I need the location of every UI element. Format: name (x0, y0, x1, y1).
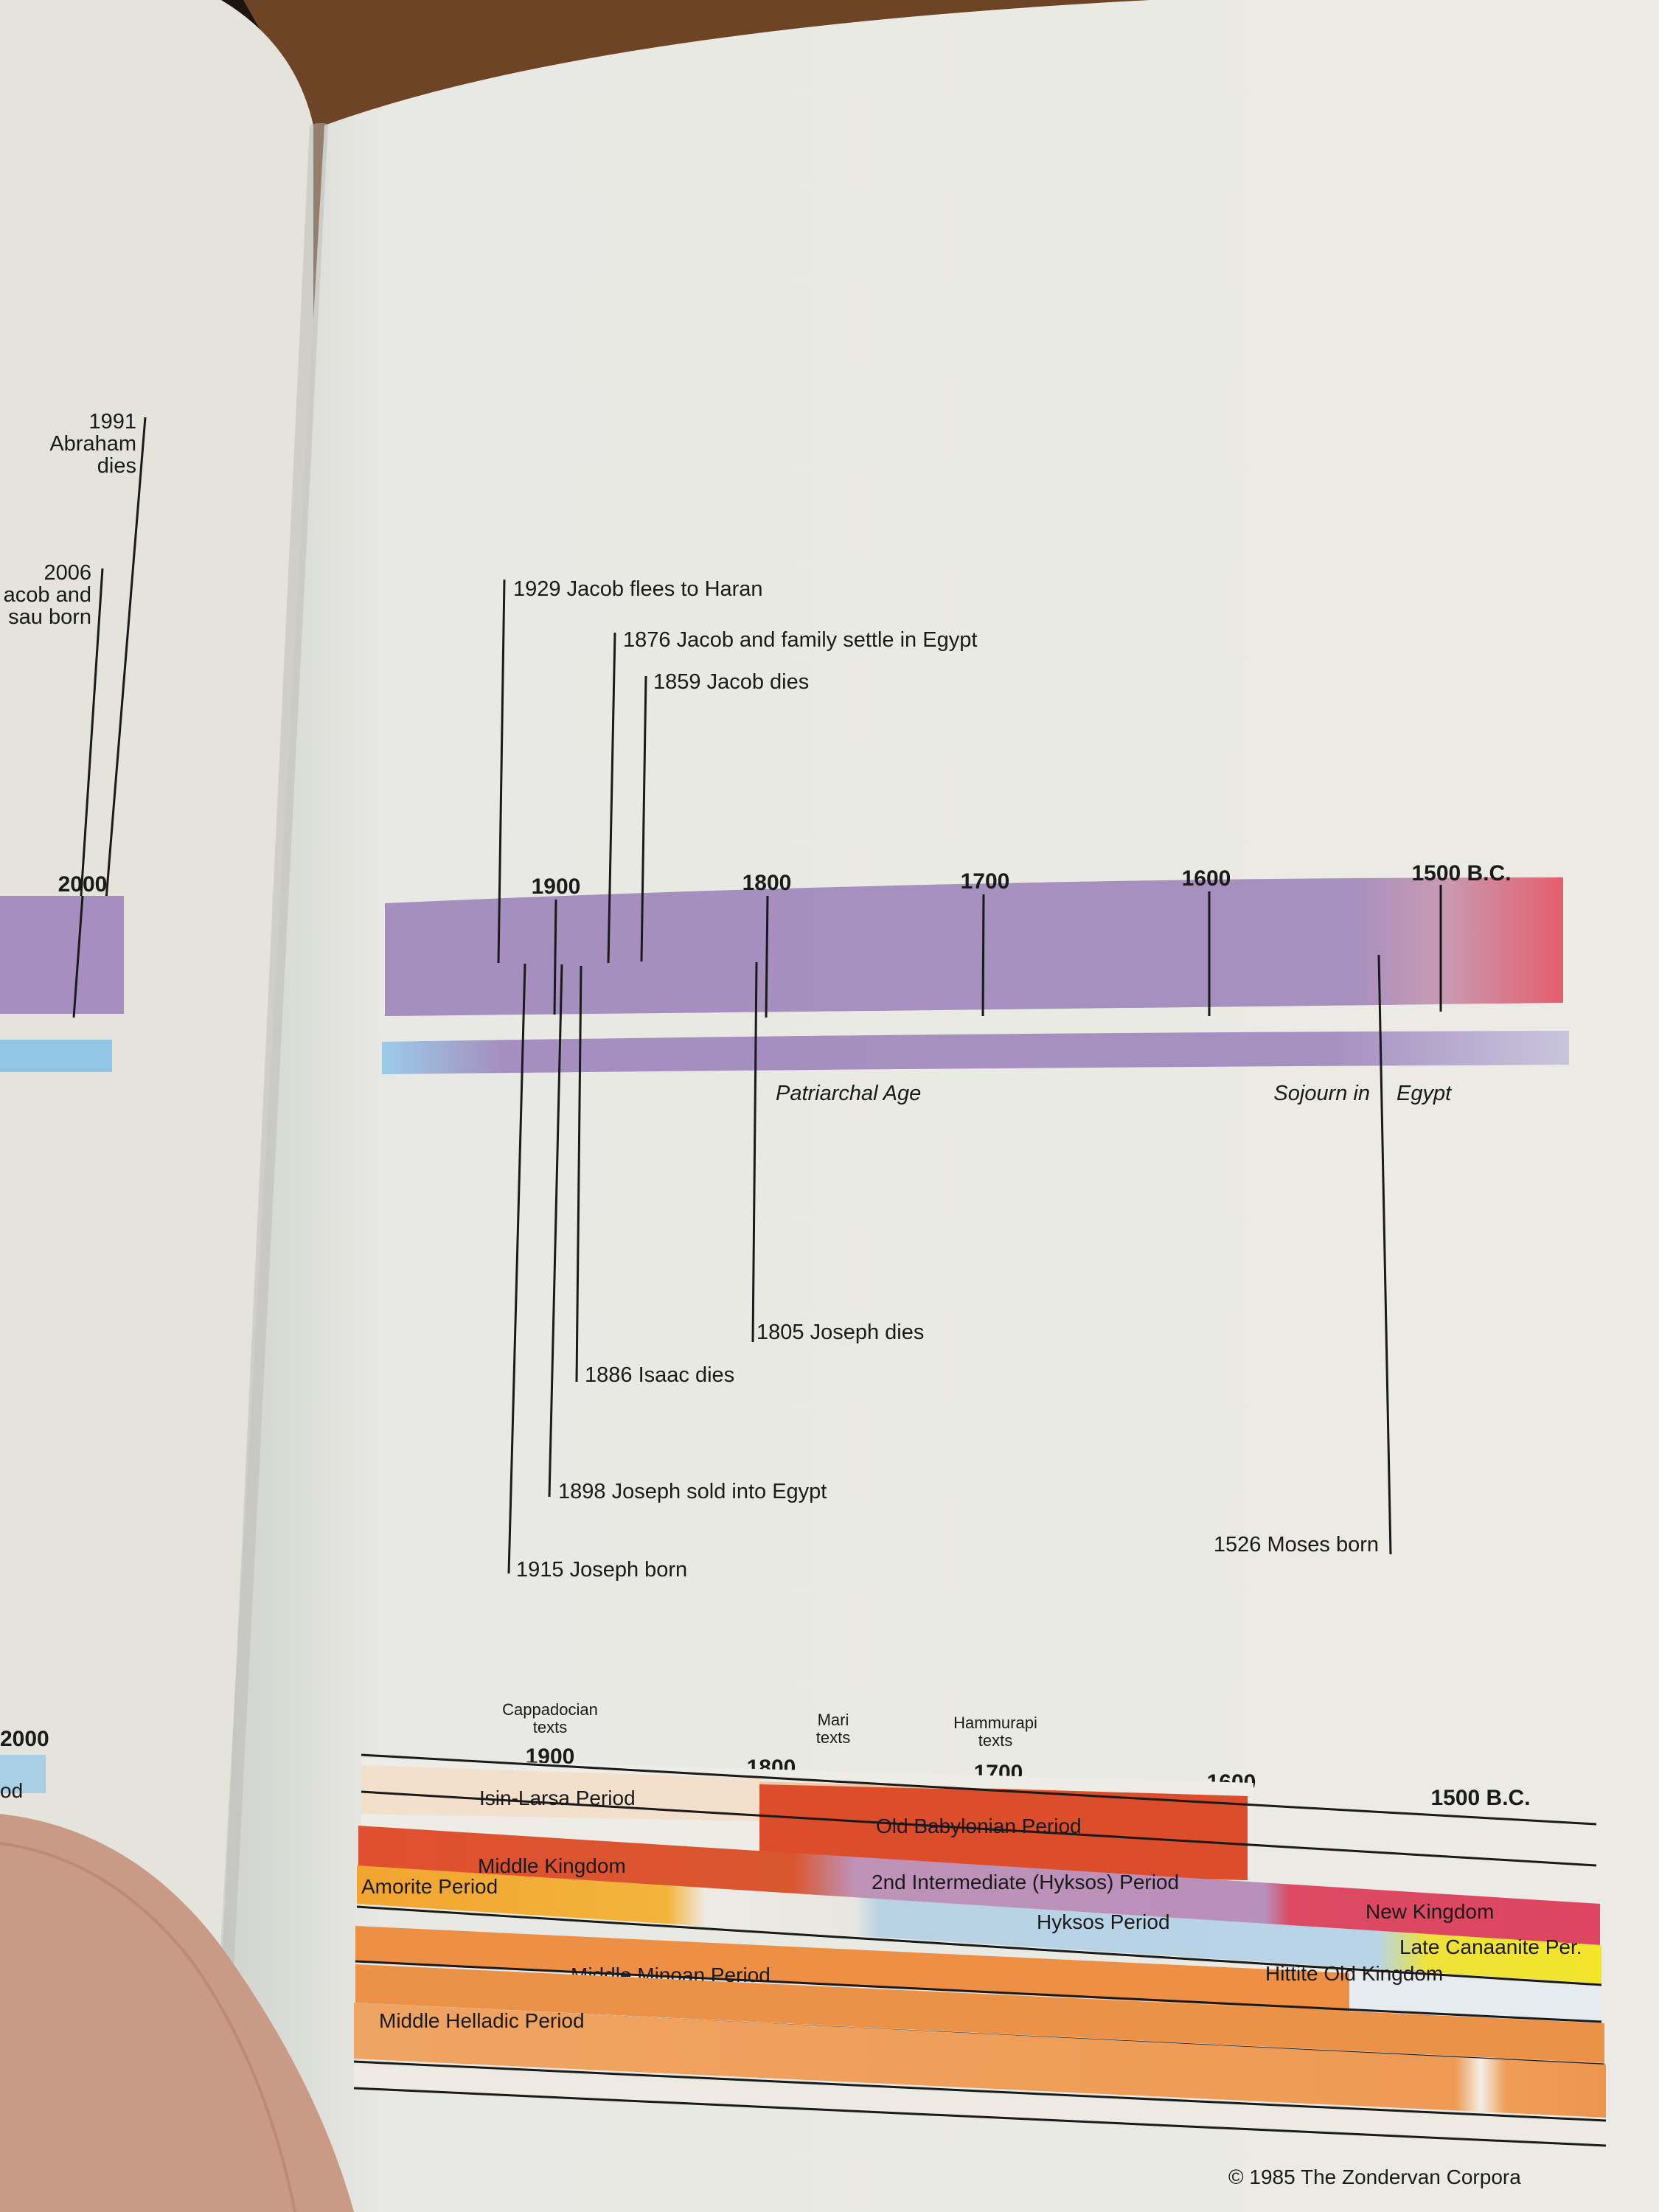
events-below: 1805 Joseph dies 1886 Isaac dies 1898 Jo… (507, 954, 1392, 1582)
axis-tick-label: 1500 B.C. (1411, 861, 1511, 886)
reference-year: 1500 B.C. (1430, 1786, 1530, 1810)
axis-ticks: 1900 1800 1700 1600 1500 B.C. (532, 861, 1512, 1018)
left-axis-label: 2000 (58, 872, 108, 897)
left-main-bar (0, 896, 124, 1014)
reference-chart: Cappadocian texts Mari texts Hammurapi t… (353, 1700, 1607, 2147)
left-axis-tick (72, 895, 84, 1018)
reference-text-label: texts (816, 1728, 850, 1747)
event-leader (607, 632, 616, 964)
page-gutter (210, 122, 328, 2212)
period-bar-middle-helladic (354, 2003, 1606, 2118)
left-event-text: Abraham (49, 432, 136, 456)
main-timeline-bar (385, 877, 1563, 1016)
left-bottom-band (0, 1755, 46, 1793)
left-event-text: acob and (4, 583, 91, 607)
period-label: Middle Helladic Period (379, 2009, 585, 2032)
era-label: Egypt (1397, 1082, 1453, 1105)
band-rule (361, 1753, 1597, 1826)
reference-text-label: Cappadocian (502, 1700, 598, 1719)
period-label: 2nd Intermediate (Hyksos) Period (872, 1871, 1179, 1893)
period-bar-egypt (358, 1826, 1600, 1947)
copyright-notice: © 1985 The Zondervan Corpora (1228, 2166, 1521, 2188)
event-leader (640, 675, 647, 962)
band-rule (353, 2087, 1607, 2147)
reference-text-label: texts (978, 1731, 1012, 1750)
period-label: Isin-Larsa Period (479, 1787, 636, 1809)
event-label: 1859 Jacob dies (653, 670, 809, 694)
period-bar-isin-larsa (361, 1765, 759, 1821)
period-label: Hyksos Period (1037, 1910, 1170, 1933)
left-event-year: 1991 (88, 410, 136, 434)
band-rule (355, 1960, 1602, 2023)
period-label: New Kingdom (1366, 1900, 1494, 1923)
reference-text-label: Mari (818, 1711, 849, 1729)
event-leader (507, 963, 526, 1574)
axis-tick (553, 899, 557, 1015)
period-bar-old-babylonian (759, 1784, 1248, 1880)
left-event-text: dies (97, 454, 136, 478)
axis-tick-label: 1800 (742, 871, 792, 895)
band-rule (353, 2060, 1607, 2122)
event-leader (751, 961, 758, 1343)
event-label: 1915 Joseph born (516, 1558, 687, 1582)
events-above: 1929 Jacob flees to Haran 1876 Jacob and… (497, 577, 977, 964)
period-label: Hittite Old Kingdom (1265, 1962, 1443, 1985)
reference-text-label: texts (533, 1718, 567, 1736)
event-leader (575, 965, 582, 1382)
band-rule (356, 1905, 1602, 1986)
era-labels: Patriarchal Age Sojourn in Egypt (776, 1082, 1453, 1105)
event-label: 1929 Jacob flees to Haran (513, 577, 763, 601)
era-label: Patriarchal Age (776, 1082, 921, 1105)
event-leader (497, 579, 506, 964)
event-label: 1526 Moses born (1214, 1533, 1379, 1557)
left-bottom-year: 2000 (0, 1727, 49, 1751)
left-event-year: 2006 (44, 561, 91, 585)
axis-tick (765, 895, 769, 1018)
axis-tick (981, 894, 985, 1017)
left-bottom-fragment: od (0, 1779, 23, 1802)
period-label: Amorite Period (361, 1875, 498, 1898)
left-event-leader (100, 417, 147, 964)
event-label: 1876 Jacob and family settle in Egypt (623, 628, 977, 652)
axis-tick-label: 1600 (1182, 866, 1231, 891)
event-leader (548, 964, 563, 1498)
axis-tick-label: 1700 (961, 869, 1010, 894)
left-event-text: sau born (8, 605, 91, 629)
period-label: Middle Kingdom (478, 1854, 626, 1877)
axis-tick-label: 1900 (532, 874, 581, 899)
thumb (0, 1814, 354, 2212)
event-label: 1805 Joseph dies (757, 1321, 924, 1344)
era-bar (382, 1031, 1569, 1074)
left-sub-bar (0, 1040, 112, 1072)
thumb-contour (0, 1842, 296, 2212)
event-leader (1377, 954, 1392, 1555)
band-rule (361, 1790, 1597, 1867)
period-bar-middle-minoan (355, 1926, 1349, 2011)
period-bar-canaan (357, 1865, 1601, 1983)
right-page (214, 0, 1659, 2212)
left-page-content: 1991 Abraham dies 2006 acob and sau born… (0, 410, 147, 1857)
reference-text-label: Hammurapi (953, 1714, 1037, 1732)
period-label: Old Babylonian Period (876, 1815, 1082, 1837)
era-label: Sojourn in (1273, 1082, 1370, 1105)
period-bar-minoan-continued (355, 1964, 1604, 2063)
event-label: 1886 Isaac dies (585, 1363, 734, 1387)
event-label: 1898 Joseph sold into Egypt (558, 1480, 827, 1503)
left-page (0, 0, 313, 2212)
band-background (354, 2065, 1606, 2144)
period-bar-hittite-light (1349, 1973, 1601, 2020)
period-label: Late Canaanite Per. (1399, 1935, 1582, 1958)
